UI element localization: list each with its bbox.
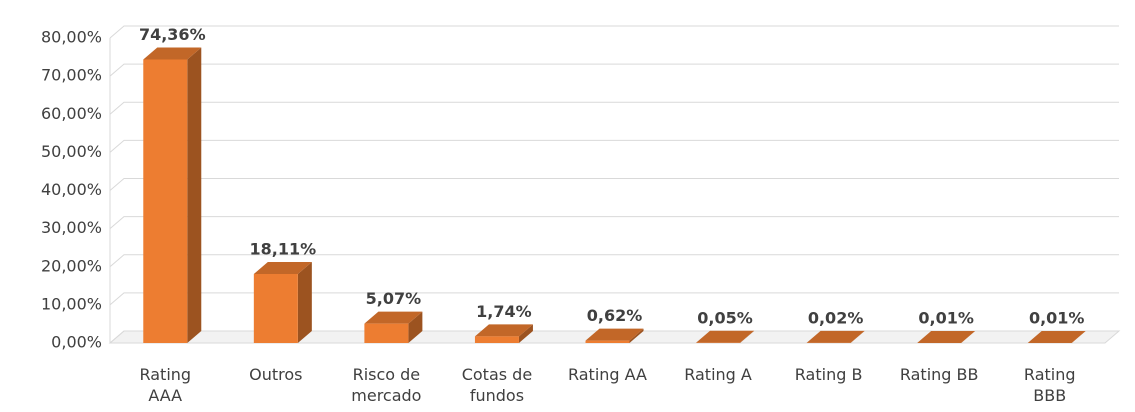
bar-side [961, 330, 976, 343]
y-tick-label: 40,00% [41, 180, 102, 199]
y-tick-label: 0,00% [51, 333, 102, 352]
y-tick-label: 70,00% [41, 66, 102, 85]
bar-front [143, 59, 188, 343]
bar [806, 330, 865, 343]
grid-line [109, 216, 1119, 230]
grid-line [109, 330, 1119, 344]
value-label: 18,11% [250, 239, 317, 258]
x-tick-label: Risco de mercado [351, 365, 422, 405]
bar-side [740, 330, 755, 343]
bar-top [143, 47, 202, 60]
bar [1027, 330, 1086, 343]
bar-side [850, 330, 865, 343]
bar [917, 330, 976, 343]
x-tick-label: Rating AAA [139, 365, 192, 405]
value-label: 5,07% [366, 289, 422, 308]
grid-line [109, 178, 1119, 191]
bar-side [187, 47, 202, 343]
x-tick-label: Rating B [794, 365, 863, 384]
bar [696, 330, 755, 343]
grid-line [109, 254, 1119, 268]
value-label: 0,01% [1029, 308, 1085, 327]
bar-side [1071, 330, 1086, 343]
grid-line [109, 101, 1119, 115]
bar-top [364, 311, 423, 324]
y-tick-label: 10,00% [41, 294, 102, 313]
bar-top [696, 330, 755, 343]
grid-line [109, 292, 1119, 306]
x-tick-label: Rating BB [899, 365, 979, 384]
bar-side [629, 328, 644, 343]
value-label: 1,74% [476, 302, 532, 321]
y-tick-label: 60,00% [41, 104, 102, 123]
y-tick-label: 30,00% [41, 218, 102, 237]
bar-front [364, 323, 409, 343]
x-tick-label: Cotas de fundos [461, 365, 533, 405]
bar [364, 311, 423, 343]
bar-side [408, 311, 423, 343]
y-tick-label: 20,00% [41, 256, 102, 275]
x-tick-label: Rating BBB [1023, 365, 1076, 405]
bar-top [1027, 330, 1086, 343]
grid-line [109, 25, 1119, 39]
value-label: 0,02% [808, 308, 864, 327]
value-label: 74,36% [139, 25, 206, 44]
bar [474, 324, 533, 343]
bar-side [518, 324, 533, 343]
bar-side [297, 261, 312, 343]
grid-line [109, 139, 1119, 153]
y-tick-label: 50,00% [41, 142, 102, 161]
bar-top [253, 261, 312, 274]
bar-front [253, 273, 298, 343]
bar [143, 47, 202, 343]
bar-top [585, 328, 644, 341]
x-tick-label: Outros [249, 365, 303, 384]
bar-front [474, 336, 519, 343]
bar-top [474, 324, 533, 337]
y-tick-label: 80,00% [41, 28, 102, 47]
bar-top [806, 330, 865, 343]
grid-line [109, 63, 1119, 77]
value-label: 0,01% [918, 308, 974, 327]
x-tick-label: Rating A [684, 365, 752, 384]
bar-front [585, 340, 630, 343]
bar [585, 328, 644, 343]
bar [253, 261, 312, 343]
value-label: 0,05% [697, 308, 753, 327]
bar-top [917, 330, 976, 343]
value-label: 0,62% [587, 306, 643, 325]
x-tick-label: Rating AA [567, 365, 647, 384]
